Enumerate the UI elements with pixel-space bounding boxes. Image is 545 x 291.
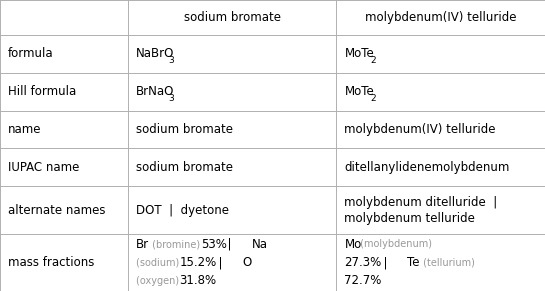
Text: NaBrO: NaBrO <box>136 47 174 60</box>
Text: sodium bromate: sodium bromate <box>184 11 281 24</box>
Text: mass fractions: mass fractions <box>8 256 94 269</box>
Text: 3: 3 <box>168 94 174 102</box>
Text: BrNaO: BrNaO <box>136 85 174 98</box>
Text: O: O <box>242 256 251 269</box>
Text: |: | <box>211 256 230 269</box>
Text: MoTe: MoTe <box>344 47 374 60</box>
Text: (oxygen): (oxygen) <box>136 276 183 286</box>
Text: 27.3%: 27.3% <box>344 256 382 269</box>
Text: Na: Na <box>252 238 268 251</box>
Text: alternate names: alternate names <box>8 204 106 217</box>
Text: molybdenum(IV) telluride: molybdenum(IV) telluride <box>365 11 516 24</box>
Text: (molybdenum): (molybdenum) <box>357 239 432 249</box>
Text: Br: Br <box>136 238 149 251</box>
Text: Hill formula: Hill formula <box>8 85 76 98</box>
Text: sodium bromate: sodium bromate <box>136 123 233 136</box>
Text: |: | <box>220 238 239 251</box>
Text: (tellurium): (tellurium) <box>420 258 475 268</box>
Text: molybdenum telluride: molybdenum telluride <box>344 212 475 225</box>
Text: ditellanylidenemolybdenum: ditellanylidenemolybdenum <box>344 161 510 174</box>
Text: |: | <box>376 256 395 269</box>
Text: 31.8%: 31.8% <box>179 274 216 287</box>
Text: DOT  |  dyetone: DOT | dyetone <box>136 204 229 217</box>
Text: Te: Te <box>407 256 420 269</box>
Text: IUPAC name: IUPAC name <box>8 161 80 174</box>
Text: Mo: Mo <box>344 238 362 251</box>
Text: 15.2%: 15.2% <box>179 256 217 269</box>
Text: name: name <box>8 123 41 136</box>
Text: (sodium): (sodium) <box>136 258 183 268</box>
Text: formula: formula <box>8 47 54 60</box>
Text: sodium bromate: sodium bromate <box>136 161 233 174</box>
Text: (bromine): (bromine) <box>149 239 203 249</box>
Text: 2: 2 <box>370 56 376 65</box>
Text: molybdenum ditelluride  |: molybdenum ditelluride | <box>344 196 498 209</box>
Text: 72.7%: 72.7% <box>344 274 382 287</box>
Text: 3: 3 <box>168 56 174 65</box>
Text: 53%: 53% <box>202 238 227 251</box>
Text: MoTe: MoTe <box>344 85 374 98</box>
Text: molybdenum(IV) telluride: molybdenum(IV) telluride <box>344 123 496 136</box>
Text: 2: 2 <box>370 94 376 102</box>
